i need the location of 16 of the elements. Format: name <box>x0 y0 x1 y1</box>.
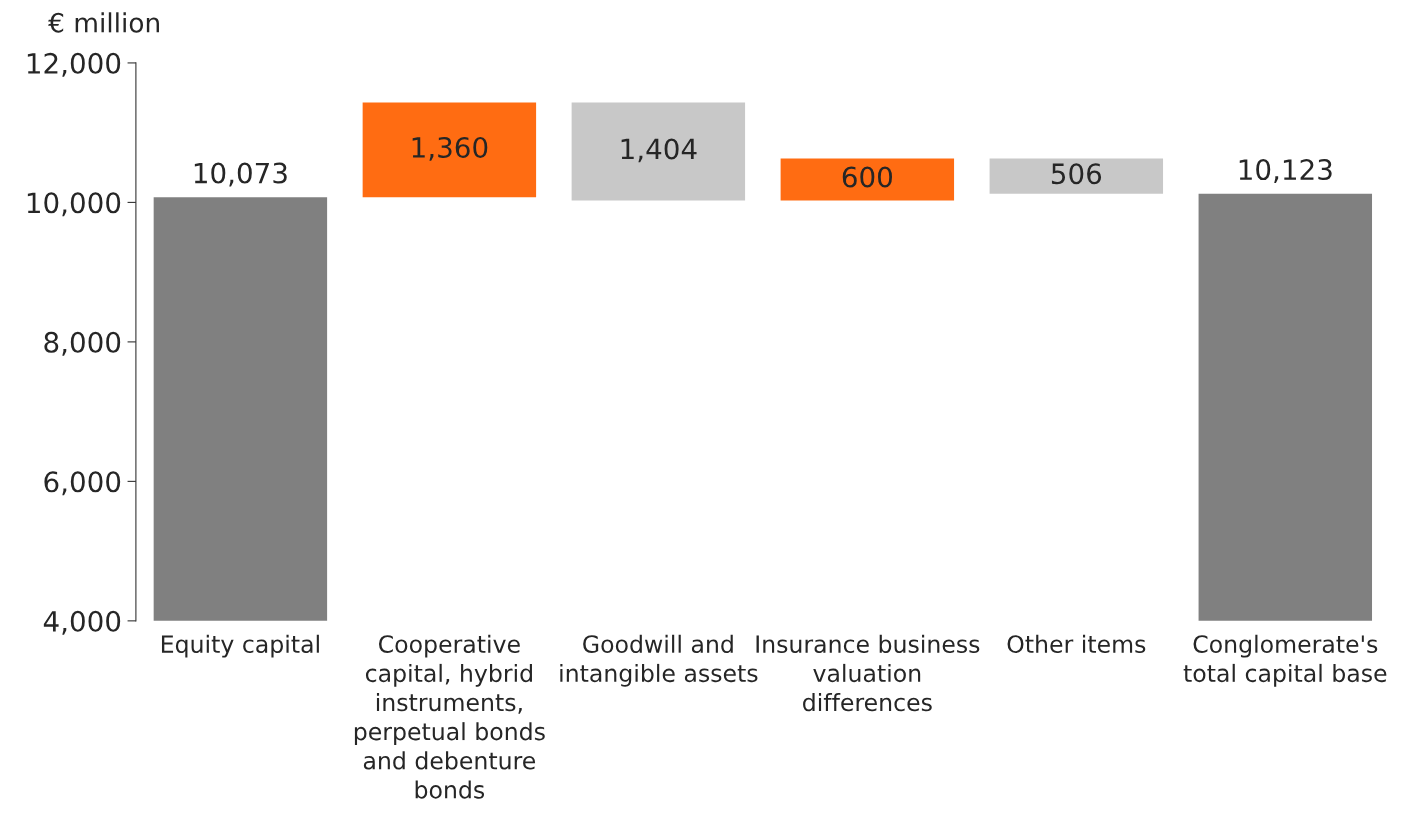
y-tick-label: 4,000 <box>43 610 121 635</box>
y-tick-label: 12,000 <box>27 52 121 77</box>
x-tick-label: Other items <box>1007 634 1146 654</box>
data-label: 506 <box>1051 163 1102 185</box>
x-tick-label: Equity capital <box>161 634 319 658</box>
data-label: 10,123 <box>1239 159 1332 183</box>
data-label: 10,073 <box>194 162 287 187</box>
x-tick-label: Conglomerate's total capital base <box>1183 634 1387 687</box>
data-label: 1,404 <box>621 138 697 163</box>
data-label: 1,360 <box>412 136 488 161</box>
y-tick-label: 10,000 <box>27 192 121 217</box>
x-tick-label: Cooperative capital, hybrid instruments, perpetual bonds and debenture bonds <box>354 634 545 799</box>
y-tick-label: 6,000 <box>44 471 121 496</box>
y-axis-title: € million <box>48 12 159 33</box>
y-tick-label: 8,000 <box>44 331 121 356</box>
data-label: 600 <box>842 166 892 188</box>
